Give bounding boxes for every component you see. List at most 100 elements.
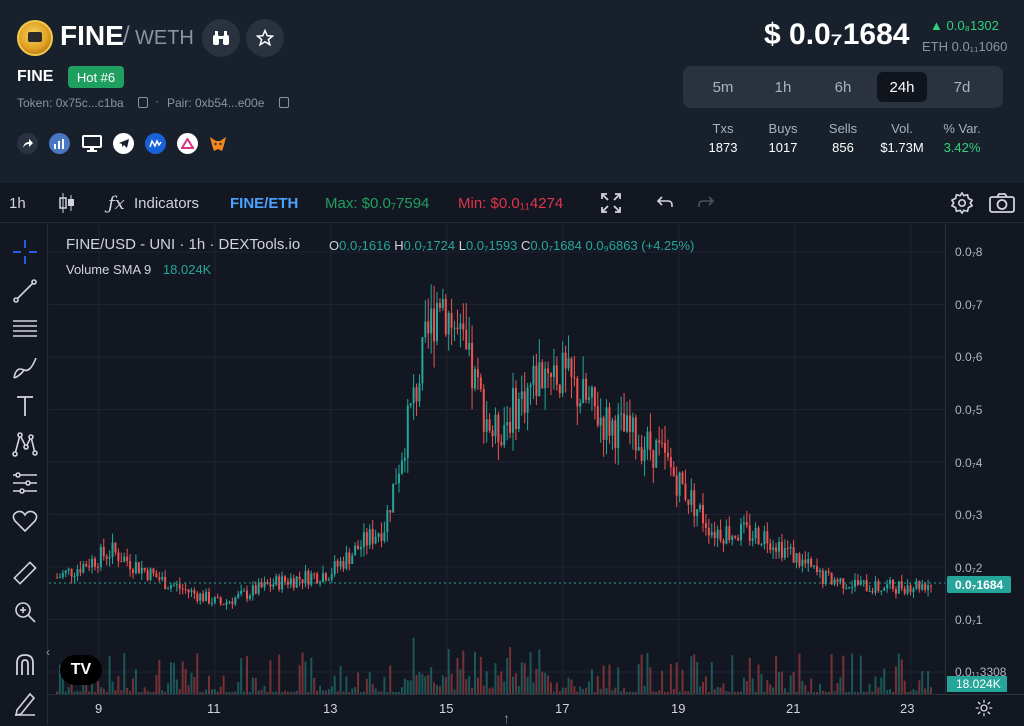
- favorite-button[interactable]: [246, 19, 284, 57]
- coinmarketcap-icon[interactable]: [145, 133, 166, 154]
- volume-bar: [219, 686, 222, 694]
- candle-body: [868, 590, 871, 592]
- scroll-to-latest-icon[interactable]: ↑: [503, 710, 510, 726]
- stat-sells-label: Sells: [828, 121, 858, 136]
- candle-body: [161, 576, 164, 580]
- volume-bar: [310, 657, 313, 694]
- candle-body: [412, 387, 415, 404]
- price-axis[interactable]: [945, 224, 1024, 694]
- volume-bar: [503, 681, 506, 694]
- timeframe-24h[interactable]: 24h: [877, 72, 927, 102]
- magnet-icon[interactable]: [12, 652, 38, 678]
- telegram-icon[interactable]: [113, 133, 134, 154]
- volume-bar: [143, 687, 146, 694]
- candle-body: [596, 406, 599, 426]
- volume-bar: [111, 681, 114, 694]
- brush-icon[interactable]: [12, 355, 38, 381]
- candle-body: [368, 529, 371, 546]
- timeframe-6h[interactable]: 6h: [834, 78, 852, 96]
- binoculars-button[interactable]: [202, 19, 240, 57]
- axis-settings-icon[interactable]: [975, 699, 993, 722]
- y-tick: 0.0₇2: [955, 561, 983, 575]
- candle-body: [284, 576, 286, 582]
- fib-lines-icon[interactable]: [12, 316, 38, 342]
- volume-bar: [921, 671, 924, 694]
- candle-body: [234, 597, 237, 605]
- candle-body: [246, 590, 248, 599]
- volume-bar: [579, 686, 582, 694]
- collapse-toolbar-icon[interactable]: ‹: [46, 645, 50, 659]
- tradingview-logo[interactable]: TV: [60, 655, 102, 685]
- fx-icon[interactable]: ƒx: [108, 193, 125, 214]
- indicators-button[interactable]: Indicators: [134, 195, 200, 212]
- x-tick: 19: [671, 701, 686, 716]
- volume-bar: [734, 691, 737, 694]
- pencil-icon[interactable]: [12, 690, 38, 716]
- volume-bar: [251, 677, 254, 694]
- volume-bar: [760, 673, 763, 694]
- volume-bar: [284, 690, 286, 694]
- candle-body: [471, 342, 474, 389]
- volume-bar: [631, 691, 634, 694]
- candle-body: [588, 397, 590, 400]
- stat-volume-value: $1.73M: [880, 140, 924, 155]
- volume-bar: [748, 657, 751, 694]
- candles-icon[interactable]: [58, 192, 76, 219]
- volume-bar: [915, 690, 918, 694]
- dex-icon[interactable]: [177, 133, 198, 154]
- volume-bar: [912, 689, 915, 694]
- chart-icon[interactable]: [49, 133, 70, 154]
- close-value: 0.0₇1684: [530, 238, 582, 253]
- candle-body: [883, 588, 886, 591]
- symbol-button[interactable]: FINE/ETH: [230, 195, 299, 212]
- crosshair-icon[interactable]: [12, 239, 38, 265]
- volume-bar: [462, 650, 465, 694]
- open-label: O: [329, 238, 340, 253]
- trendline-icon[interactable]: [12, 278, 38, 304]
- candle-body: [506, 422, 509, 426]
- timeframe-1h[interactable]: 1h: [774, 78, 792, 96]
- candle-body: [295, 576, 298, 588]
- volume-bar: [611, 690, 614, 694]
- ruler-icon[interactable]: [12, 560, 38, 586]
- price-chart[interactable]: [49, 224, 945, 694]
- volume-bar: [193, 676, 196, 694]
- volume-bar: [637, 664, 640, 694]
- timeframe-5m[interactable]: 5m: [712, 78, 734, 96]
- y-tick: 0.0₇4: [955, 456, 983, 470]
- candle-body: [456, 327, 459, 330]
- website-icon[interactable]: [81, 133, 103, 154]
- volume-bar: [392, 691, 395, 694]
- candle-body: [64, 570, 67, 574]
- candle-body: [187, 589, 190, 593]
- volume-bar: [389, 665, 392, 694]
- undo-icon[interactable]: [656, 195, 674, 214]
- copy-pair-icon[interactable]: [279, 97, 289, 108]
- candle-body: [210, 602, 213, 604]
- text-tool-icon[interactable]: [12, 393, 38, 419]
- pattern-icon[interactable]: [12, 431, 38, 457]
- time-axis[interactable]: [49, 694, 1024, 725]
- fullscreen-icon[interactable]: [600, 192, 622, 219]
- candle-body: [447, 313, 450, 335]
- forecast-icon[interactable]: [12, 470, 38, 496]
- candle-body: [605, 407, 608, 440]
- copy-token-icon[interactable]: [138, 97, 148, 108]
- timeframe-7d[interactable]: 7d: [953, 78, 971, 96]
- volume-bar: [856, 691, 859, 694]
- metamask-icon[interactable]: [207, 133, 228, 154]
- candle-body: [357, 545, 360, 550]
- camera-icon[interactable]: [989, 193, 1015, 218]
- candle-body: [830, 572, 833, 585]
- candle-body: [225, 602, 228, 605]
- settings-icon[interactable]: [950, 191, 974, 219]
- candle-body: [260, 582, 263, 588]
- candle-body: [593, 387, 596, 407]
- share-icon[interactable]: [17, 133, 38, 154]
- candle-body: [886, 584, 889, 589]
- heart-icon[interactable]: [12, 508, 38, 534]
- zoom-in-icon[interactable]: [12, 599, 38, 625]
- redo-icon[interactable]: [697, 195, 715, 214]
- volume-bar: [550, 682, 552, 694]
- interval-button[interactable]: 1h: [9, 195, 26, 212]
